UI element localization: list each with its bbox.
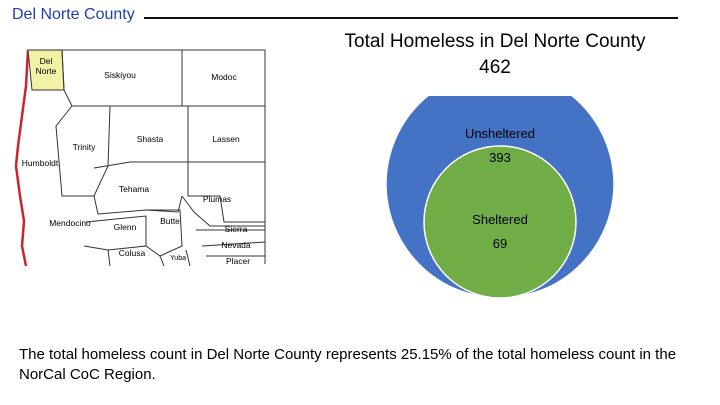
county-title: Del Norte County bbox=[12, 6, 135, 23]
county-label-yuba: Yuba bbox=[170, 255, 186, 262]
county-label-mendocino: Mendocino bbox=[49, 218, 91, 228]
county-label-shasta: Shasta bbox=[137, 134, 164, 144]
county-map-svg: Del Norte Siskiyou Modoc Humboldt Trinit… bbox=[14, 49, 266, 266]
county-label-trinity: Trinity bbox=[73, 142, 97, 152]
label-unsheltered-name: Unsheltered bbox=[465, 126, 535, 141]
county-label-colusa: Colusa bbox=[119, 248, 146, 258]
bubble-chart-svg: Unsheltered 393 Sheltered 69 bbox=[385, 96, 615, 299]
county-label-modoc: Modoc bbox=[211, 72, 237, 82]
label-unsheltered-value: 393 bbox=[489, 150, 511, 165]
county-label-humboldt: Humboldt bbox=[22, 158, 59, 168]
label-sheltered-name: Sheltered bbox=[472, 212, 528, 227]
label-sheltered-value: 69 bbox=[493, 236, 507, 251]
coastline bbox=[14, 49, 30, 266]
county-label-del-norte-1: Del bbox=[40, 56, 53, 66]
county-label-siskiyou: Siskiyou bbox=[104, 70, 136, 80]
county-label-nevada: Nevada bbox=[221, 240, 251, 250]
county-label-glenn: Glenn bbox=[114, 222, 137, 232]
county-label-sierra: Sierra bbox=[225, 224, 248, 234]
chart-title: Total Homeless in Del Norte County bbox=[344, 31, 646, 52]
county-map: Del Norte Siskiyou Modoc Humboldt Trinit… bbox=[10, 46, 268, 266]
county-boundaries bbox=[28, 49, 266, 266]
page-header: Del Norte County bbox=[12, 6, 678, 28]
chart-total: 462 bbox=[479, 57, 511, 78]
county-label-tehama: Tehama bbox=[119, 184, 150, 194]
county-label-del-norte-2: Norte bbox=[36, 66, 57, 76]
county-label-butte: Butte bbox=[160, 216, 180, 226]
county-label-plumas: Plumas bbox=[203, 194, 231, 204]
county-label-lassen: Lassen bbox=[212, 134, 240, 144]
bubble-sheltered bbox=[423, 145, 577, 299]
bubble-chart: Unsheltered 393 Sheltered 69 bbox=[360, 96, 640, 306]
summary-text: The total homeless count in Del Norte Co… bbox=[19, 346, 677, 383]
header-divider bbox=[144, 17, 678, 19]
county-label-placer: Placer bbox=[226, 256, 250, 266]
